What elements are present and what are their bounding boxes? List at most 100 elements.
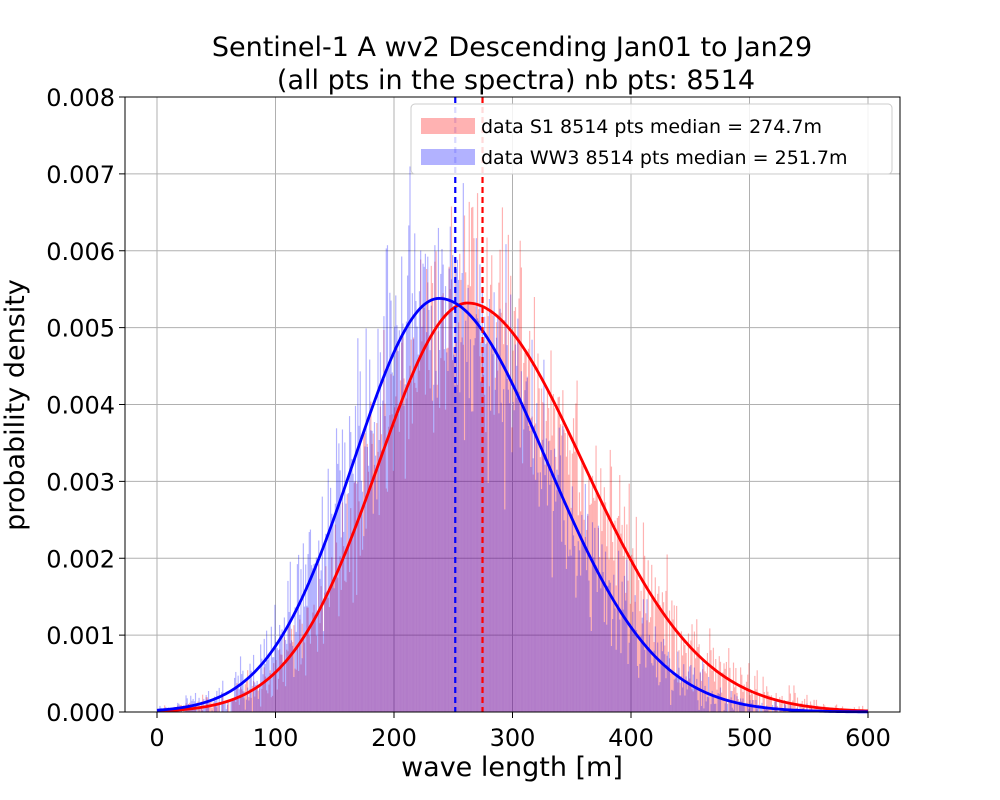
histogram-bar [615,649,617,712]
histogram-bar [295,669,297,712]
histogram-bar [750,691,752,712]
histogram-bar [353,481,355,712]
histogram-bar [676,605,678,712]
histogram-bar [301,623,303,712]
histogram-bar [441,248,443,712]
histogram-bar [276,648,278,712]
histogram-bar [429,388,431,712]
histogram-bar [631,630,633,712]
histogram-bar [527,425,530,712]
histogram-bar [642,599,645,712]
histogram-bar [313,604,315,712]
histogram-bar [243,691,245,712]
histogram-bar [558,427,560,712]
histogram-bar [363,536,365,712]
histogram-bar [584,483,586,712]
histogram-bar [567,427,569,712]
histogram-bar [338,616,340,712]
histogram-bar [694,688,697,712]
histogram-bar [582,465,584,712]
histogram-bar [474,306,476,712]
histogram-bar [621,581,623,712]
histogram-bar [478,320,480,712]
histogram-bar [215,705,217,712]
histogram-bar [493,414,495,712]
histogram-bar [488,386,490,712]
histogram-bar [327,597,329,712]
histogram-bar [353,482,355,712]
histogram-bar [700,705,703,712]
histogram-bar [518,298,520,712]
histogram-bar [469,339,472,712]
histogram-bar [442,293,444,712]
histogram-bar [696,619,698,712]
histogram-bar [324,545,326,712]
histogram-bar [610,646,613,712]
histogram-bar [615,585,617,712]
histogram-series-1 [159,166,859,713]
histogram-bar [729,667,731,712]
histogram-bar [524,390,526,712]
histogram-bar [446,352,448,712]
histogram-bar [591,475,594,712]
histogram-bar [751,694,754,712]
histogram-bar [436,384,438,712]
histogram-bar [500,402,502,712]
histogram-bar [341,502,344,712]
histogram-bar [583,543,585,712]
fit-curve-1 [156,297,869,714]
histogram-bar [745,681,748,712]
histogram-bar [659,604,661,712]
histogram-bar [390,300,392,712]
histogram-bar [565,568,568,712]
histogram-bar [717,692,719,712]
histogram-bar [499,308,501,712]
histogram-bar [645,613,647,712]
histogram-bar [282,664,284,712]
histogram-bar [319,623,321,712]
histogram-bar [425,268,428,712]
histogram-bar [461,273,463,712]
histogram-bar [649,617,652,712]
histogram-bar [277,650,280,712]
histogram-bar [553,448,556,712]
histogram-bar [738,704,741,712]
histogram-bar [420,250,422,712]
histogram-bar [267,659,269,712]
histogram-bar [725,661,727,712]
histogram-bar [408,225,410,712]
histogram-bar [273,657,275,712]
histogram-bar [386,491,389,712]
histogram-bar [460,279,462,712]
histogram-bar [520,371,522,712]
histogram-bar [488,298,490,712]
histogram-bar [186,698,188,712]
histogram-bar [578,550,581,712]
histogram-bar [444,409,447,712]
histogram-bar [270,697,272,712]
histogram-bar [756,708,758,712]
histogram-bar [411,293,413,712]
histogram-bar [270,626,272,712]
histogram-bar [290,640,293,712]
histogram-bar [292,645,294,712]
histogram-bar [549,440,551,712]
histogram-bar [641,623,643,712]
histogram-bar [781,695,783,712]
histogram-bar [226,705,229,712]
histogram-bar [574,451,576,712]
histogram-bar [617,550,620,712]
histogram-bar [407,386,409,712]
histogram-bar [437,331,440,712]
histogram-bar [404,384,406,712]
histogram-bar [422,303,424,712]
legend-label-0: data S1 8514 pts median = 274.7m [481,116,822,138]
histogram-bar [672,619,674,712]
histogram-bar [587,515,589,712]
histogram-bar [570,507,572,712]
histogram-bar [359,555,361,712]
histogram-bar [205,697,207,712]
histogram-bar [625,600,627,712]
histogram-bar [428,370,430,712]
histogram-bar [644,555,646,712]
